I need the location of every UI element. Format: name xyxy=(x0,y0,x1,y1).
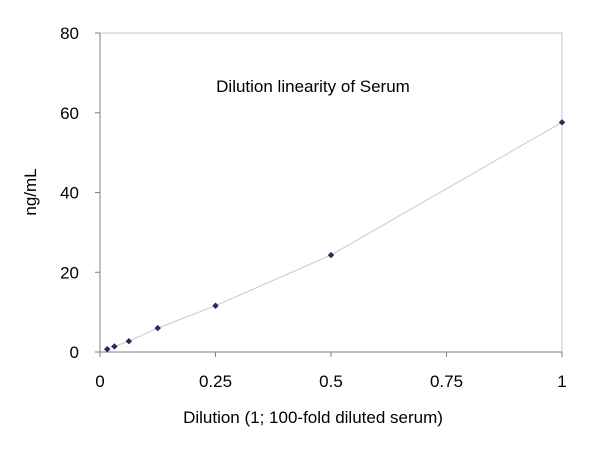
data-point xyxy=(111,343,118,350)
chart-title: Dilution linearity of Serum xyxy=(216,77,410,96)
y-tick-label: 60 xyxy=(60,104,79,123)
x-tick-label: 0 xyxy=(95,372,104,391)
x-tick-label: 1 xyxy=(557,372,566,391)
x-tick-label: 0.5 xyxy=(319,372,343,391)
x-tick-label: 0.75 xyxy=(430,372,463,391)
y-axis-title: ng/mL xyxy=(21,168,40,215)
data-point xyxy=(154,324,161,332)
x-axis-title: Dilution (1; 100-fold diluted serum) xyxy=(183,408,443,427)
axes: 0 20 40 60 80 0 0.25 0.5 0.75 1 xyxy=(60,24,567,391)
y-tick-label: 40 xyxy=(60,184,79,203)
plot-area xyxy=(99,32,563,353)
y-tick-label: 80 xyxy=(60,24,79,43)
data-point xyxy=(125,338,133,345)
series-layer xyxy=(104,119,566,353)
data-point xyxy=(212,302,219,309)
y-tick-label: 20 xyxy=(60,263,79,282)
x-tick-label: 0.25 xyxy=(199,372,232,391)
data-point xyxy=(327,251,335,259)
y-tick-label: 0 xyxy=(70,343,79,362)
data-point xyxy=(558,119,566,126)
data-point xyxy=(104,346,111,353)
